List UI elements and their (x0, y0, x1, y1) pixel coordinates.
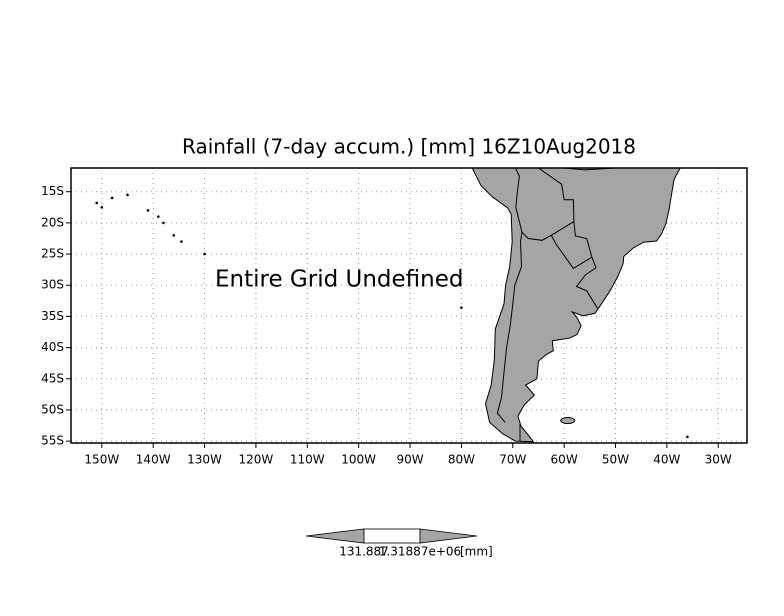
island (203, 252, 206, 256)
y-tick-label: 15S (41, 184, 64, 198)
x-tick-label: 60W (551, 453, 578, 467)
island (146, 209, 150, 212)
y-tick-label: 30S (41, 278, 64, 292)
y-tick-label: 20S (41, 215, 64, 229)
island (95, 201, 98, 205)
x-tick-label: 40W (653, 453, 680, 467)
y-tick-label: 35S (41, 309, 64, 323)
island (110, 196, 114, 200)
x-tick-label: 70W (499, 453, 526, 467)
y-tick-label: 45S (41, 371, 64, 385)
y-tick-label: 40S (41, 340, 64, 354)
map-frame (70, 167, 748, 444)
y-tick-label: 55S (41, 434, 64, 448)
x-tick-label: 120W (239, 453, 274, 467)
border (496, 167, 523, 423)
island (180, 240, 183, 243)
map-title: Rainfall (7-day accum.) [mm] 16Z10Aug201… (182, 135, 636, 159)
colorbar: 131.887 1.31887e+06 [mm] (305, 528, 493, 559)
x-tick-label: 110W (290, 453, 325, 467)
x-tick-label: 130W (187, 453, 222, 467)
x-tick-label: 150W (84, 453, 119, 467)
island (560, 417, 576, 425)
island (172, 234, 176, 237)
axis-ticks: 150W 140W 130W 120W 110W 100W 90W 80W 70W 60W 50W 4… (41, 184, 732, 466)
colorbar-mid (363, 528, 421, 544)
border (575, 257, 598, 309)
x-tick-label: 50W (602, 453, 629, 467)
island (126, 193, 129, 197)
undefined-message: Entire Grid Undefined (215, 267, 464, 293)
island (100, 205, 104, 209)
colorbar-label: 131.887 (339, 545, 389, 559)
x-tick-label: 140W (136, 453, 171, 467)
y-tick-label: 25S (41, 247, 64, 261)
colorbar-unit: [mm] (460, 545, 493, 559)
colorbar-high (419, 528, 478, 544)
island (162, 221, 165, 225)
island (686, 435, 689, 439)
island (157, 215, 160, 218)
colorbar-label: 1.31887e+06 (379, 545, 461, 559)
x-tick-label: 80W (448, 453, 475, 467)
south-america (471, 167, 682, 443)
y-tick-label: 50S (41, 402, 64, 416)
x-tick-label: 100W (341, 453, 376, 467)
x-tick-label: 90W (396, 453, 423, 467)
island (460, 306, 463, 309)
x-tick-label: 30W (705, 453, 732, 467)
